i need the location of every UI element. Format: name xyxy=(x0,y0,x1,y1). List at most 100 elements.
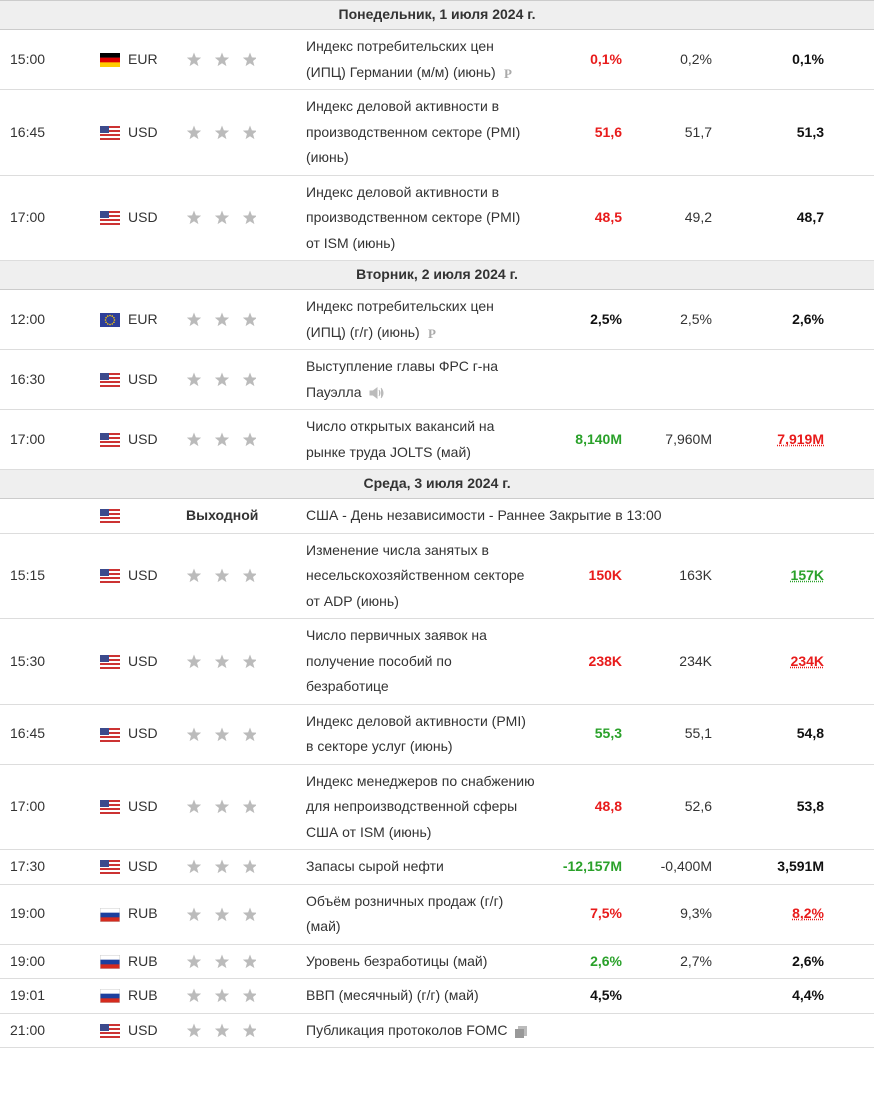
flag-canton xyxy=(100,433,109,441)
flag-stripe xyxy=(100,373,120,376)
event-row: 16:45 USD Индекс деловой активности в прои… xyxy=(0,89,874,176)
forecast-value: 55,1 xyxy=(684,725,712,742)
flag-icon xyxy=(100,989,120,1004)
flag-canton xyxy=(100,727,109,735)
actual-value: 150K xyxy=(588,567,622,583)
actual-value: 4,5% xyxy=(590,987,622,1003)
star xyxy=(214,52,230,67)
star xyxy=(242,907,258,921)
forecast-cell: 52,6 xyxy=(622,764,712,850)
previous-value: 8,2% xyxy=(792,905,824,922)
currency-cell: USD xyxy=(100,618,186,705)
previous-value: 2,6% xyxy=(792,952,824,969)
importance-cell xyxy=(186,978,306,1014)
actual-cell: 2,5% xyxy=(546,289,622,350)
flag-stripe xyxy=(100,519,120,522)
flag-stripe xyxy=(100,868,120,871)
importance-stars xyxy=(186,210,258,225)
currency: USD xyxy=(128,209,158,225)
day-header: Среда, 3 июля 2024 г. xyxy=(0,469,874,499)
flag-stripe xyxy=(100,866,120,869)
spacer xyxy=(824,944,874,979)
star xyxy=(186,52,202,67)
flag-canton xyxy=(100,860,109,868)
flag-stripe xyxy=(100,213,120,216)
day-header-row: Среда, 3 июля 2024 г. xyxy=(0,469,874,499)
flag-icon xyxy=(100,373,120,388)
flag-stripe xyxy=(100,916,120,922)
flag-stripe xyxy=(100,739,120,742)
flag-icon xyxy=(100,313,120,328)
flag-canton xyxy=(100,373,109,381)
flag-stripe xyxy=(100,445,120,448)
flag-stripe xyxy=(100,993,120,999)
previous-value: 0,1% xyxy=(792,50,824,67)
flag-stripe xyxy=(100,57,120,63)
flag-canton xyxy=(100,1023,109,1031)
actual-value: 238K xyxy=(588,652,622,669)
event-name: Уровень безработицы (май) xyxy=(306,952,488,969)
actual-cell: 4,5% xyxy=(546,978,622,1014)
flag-stripe xyxy=(100,864,120,867)
flag-stripe xyxy=(100,654,120,657)
currency: USD xyxy=(128,123,158,140)
importance-cell xyxy=(186,618,306,705)
flag-stripe xyxy=(100,1033,120,1036)
forecast-value: 9,3% xyxy=(680,905,712,922)
event-name-cell: Число первичных заявок на получение посо… xyxy=(306,618,546,705)
previous-cell: 48,7 xyxy=(712,175,824,261)
actual-value: 2,6% xyxy=(590,952,622,969)
importance-stars xyxy=(186,432,258,447)
flag-stripe xyxy=(100,1031,120,1034)
currency-cell: EUR xyxy=(100,29,186,90)
actual-cell: 0,1% xyxy=(546,29,622,90)
actual-cell: -12,157M xyxy=(546,849,622,885)
forecast-cell xyxy=(622,349,712,410)
flag-stripe xyxy=(100,666,120,669)
star xyxy=(242,654,258,668)
star xyxy=(186,312,202,327)
flag-canton xyxy=(100,125,109,133)
flag-icon xyxy=(100,954,120,969)
currency-cell: RUB xyxy=(100,944,186,979)
event-time: 12:00 xyxy=(0,289,100,350)
forecast-value: 51,7 xyxy=(684,123,712,140)
currency: RUB xyxy=(128,905,158,922)
event-name: Публикация протоколов FOMC xyxy=(306,1021,508,1038)
actual-cell: 7,5% xyxy=(546,884,622,945)
spacer xyxy=(824,849,874,885)
importance-cell xyxy=(186,764,306,850)
flag-stripe xyxy=(100,377,120,380)
flag-star xyxy=(109,314,111,317)
star xyxy=(214,210,230,225)
previous-cell: 0,1% xyxy=(712,29,824,90)
event-name-cell: Число открытых вакансий на рынке труда J… xyxy=(306,409,546,470)
importance-cell xyxy=(186,704,306,765)
flag-stripe xyxy=(100,989,120,995)
event-time: 15:00 xyxy=(0,29,100,90)
forecast-cell: 51,7 xyxy=(622,89,712,176)
flag-stripe xyxy=(100,810,120,813)
event-name-cell: Уровень безработицы (май) xyxy=(306,944,546,979)
flag-stripe xyxy=(100,1027,120,1030)
previous-cell: 157K xyxy=(712,533,824,619)
flag-star xyxy=(105,316,107,319)
importance-stars xyxy=(186,52,258,67)
spacer xyxy=(824,884,874,945)
flag-border xyxy=(100,907,120,922)
event-name: Запасы сырой нефти xyxy=(306,858,444,874)
event-row: 21:00 USD Публикация протоколов FOMC xyxy=(0,1013,874,1048)
flag-star xyxy=(104,319,107,321)
forecast-cell: 2,5% xyxy=(622,289,712,350)
star xyxy=(242,1023,258,1037)
flag-stripe xyxy=(100,577,120,580)
flag-stripe xyxy=(100,727,120,730)
previous-value: 7,919M xyxy=(777,430,824,447)
flag-stripe xyxy=(100,223,120,226)
flag-icon xyxy=(100,211,120,226)
star xyxy=(186,654,202,668)
previous-cell: 2,6% xyxy=(712,944,824,979)
event-name: Индекс менеджеров по снабжению для непро… xyxy=(306,772,535,840)
flag-stripe xyxy=(100,660,120,663)
flag-star xyxy=(106,323,109,325)
